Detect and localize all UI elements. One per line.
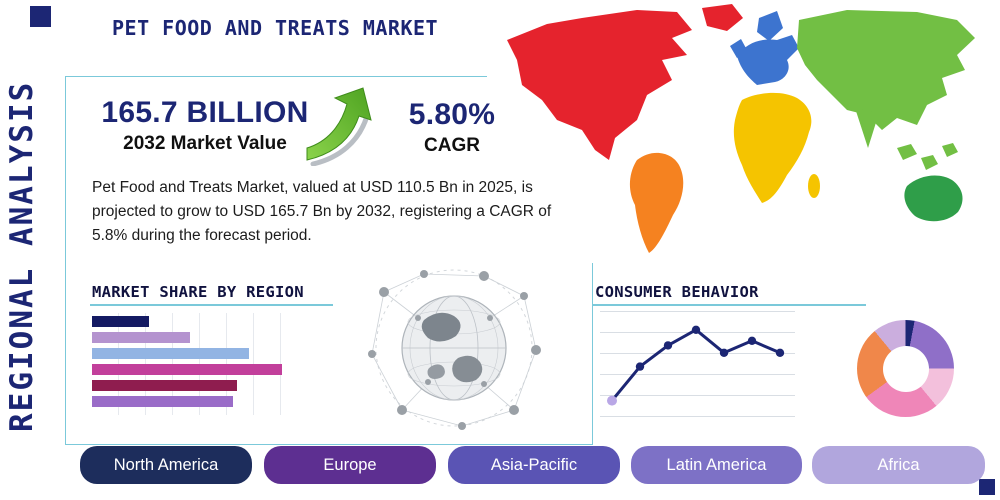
bar-segment-3 xyxy=(92,364,283,375)
region-button-row: North America Europe Asia-Pacific Latin … xyxy=(0,446,1000,486)
cagr-label: CAGR xyxy=(424,135,480,156)
market-share-heading: MARKET SHARE BY REGION xyxy=(92,283,304,301)
market-summary-text: Pet Food and Treats Market, valued at US… xyxy=(92,179,552,245)
bar-segment-0 xyxy=(92,316,149,327)
page-title: PET FOOD AND TREATS MARKET xyxy=(112,16,439,40)
region-button-north-america[interactable]: North America xyxy=(80,446,252,484)
island-greenland xyxy=(702,4,743,31)
region-southeast-asia xyxy=(897,143,958,170)
consumer-behavior-underline xyxy=(593,304,866,306)
bar-segment-1 xyxy=(92,332,190,343)
growth-arrow-icon xyxy=(305,84,377,167)
region-button-asia-pacific[interactable]: Asia-Pacific xyxy=(448,446,620,484)
region-button-latin-america[interactable]: Latin America xyxy=(631,446,802,484)
continent-south-america xyxy=(629,152,684,253)
vertical-section-title: REGIONAL ANALYSIS xyxy=(4,80,40,432)
continent-africa xyxy=(733,92,812,203)
market-value-label: 2032 Market Value xyxy=(123,133,287,154)
consumer-behavior-line-chart xyxy=(600,311,795,417)
globe-network-graphic xyxy=(362,262,546,434)
region-scandinavia xyxy=(757,11,783,41)
cagr-stat: 5.80% xyxy=(408,98,496,131)
continent-asia xyxy=(797,10,975,130)
continent-europe xyxy=(737,35,799,85)
corner-accent-top-left xyxy=(30,6,51,27)
bar-segment-4 xyxy=(92,380,238,391)
market-share-bar-chart xyxy=(92,313,304,415)
continent-australia xyxy=(904,175,963,222)
corner-accent-bottom-right xyxy=(979,479,995,495)
world-map-graphic xyxy=(507,4,975,253)
continent-north-america xyxy=(507,10,692,160)
market-value-stat: 165.7 BILLION xyxy=(101,96,309,129)
bar-chart-rows xyxy=(92,313,288,407)
island-madagascar xyxy=(808,174,820,198)
bar-segment-2 xyxy=(92,348,249,359)
bar-segment-5 xyxy=(92,396,234,407)
regional-share-donut-chart xyxy=(857,320,954,417)
region-india xyxy=(855,108,879,148)
market-share-underline xyxy=(90,304,333,306)
world-map xyxy=(487,0,1000,263)
region-button-europe[interactable]: Europe xyxy=(264,446,436,484)
consumer-behavior-heading: CONSUMER BEHAVIOR xyxy=(595,283,759,301)
region-button-africa[interactable]: Africa xyxy=(812,446,985,484)
line-chart-plot xyxy=(607,325,785,406)
